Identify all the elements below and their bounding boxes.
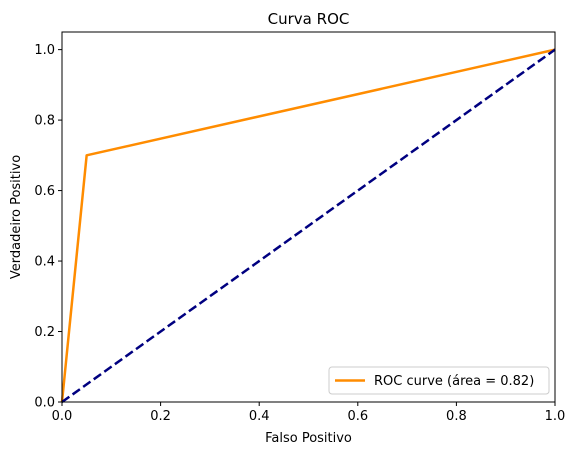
plot-background bbox=[62, 32, 555, 402]
plot-area bbox=[60, 31, 556, 404]
roc-series-line bbox=[60, 48, 556, 403]
y-tick-label: 1.0 bbox=[34, 43, 55, 58]
series-layer bbox=[60, 48, 556, 404]
x-tick-label: 1.0 bbox=[545, 409, 566, 424]
legend-label: ROC curve (área = 0.82) bbox=[374, 374, 534, 389]
legend-box bbox=[328, 366, 550, 395]
y-tick-label: 0.4 bbox=[34, 255, 55, 270]
y-tick-label: 0.8 bbox=[34, 114, 55, 129]
x-tick-label: 0.4 bbox=[249, 409, 270, 424]
plot-frame bbox=[61, 31, 556, 403]
y-tick-label: 0.2 bbox=[34, 325, 55, 340]
x-tick-label: 0.2 bbox=[150, 409, 171, 424]
x-tick-label: 0.8 bbox=[446, 409, 467, 424]
baseline-series-line bbox=[61, 48, 556, 404]
y-tick-label: 0.6 bbox=[34, 184, 55, 199]
x-axis: 0.0 0.2 0.4 0.6 0.8 1.0 bbox=[52, 402, 566, 424]
y-tick-label: 0.0 bbox=[34, 396, 55, 411]
x-axis-label: Falso Positivo bbox=[265, 431, 352, 446]
legend: ROC curve (área = 0.82) bbox=[328, 366, 550, 395]
y-axis-label: Verdadeiro Positivo bbox=[9, 155, 24, 279]
chart-title: Curva ROC bbox=[268, 10, 350, 28]
y-axis: 0.0 0.2 0.4 0.6 0.8 1.0 bbox=[34, 43, 62, 411]
x-tick-label: 0.6 bbox=[347, 409, 368, 424]
x-tick-label: 0.0 bbox=[52, 409, 73, 424]
